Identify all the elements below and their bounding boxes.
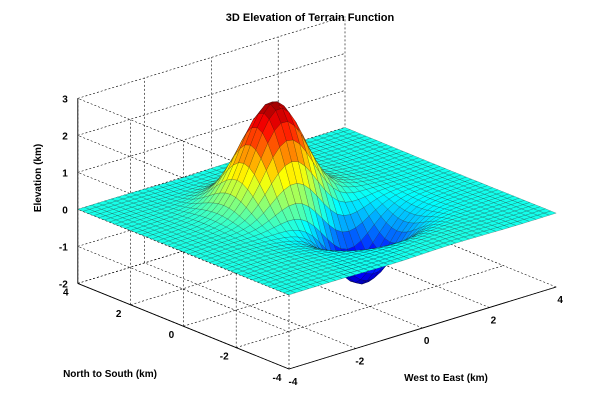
y-tick-label: 4 — [63, 287, 69, 298]
x-axis-line — [288, 286, 557, 370]
surface-patch — [543, 210, 557, 216]
z-tick-label: 3 — [62, 94, 68, 105]
back-wall-grid-line — [77, 90, 346, 173]
chart-title: 3D Elevation of Terrain Function — [226, 12, 395, 24]
y-axis-line — [77, 282, 290, 370]
x-tick-label: -2 — [355, 357, 364, 368]
x-tick-label: 4 — [557, 295, 563, 306]
z-tick-label: -2 — [59, 279, 68, 290]
back-wall-grid-line — [77, 16, 346, 99]
x-tick-label: 2 — [491, 316, 497, 327]
y-axis-title: North to South (km) — [63, 369, 157, 380]
z-tick-label: 2 — [62, 131, 68, 142]
z-tick-label: -1 — [59, 242, 68, 253]
left-wall-grid-line — [77, 246, 290, 333]
z-tick-label: 0 — [62, 205, 68, 216]
y-tick-label: 2 — [116, 309, 122, 320]
y-tick-label: -2 — [220, 352, 229, 363]
x-axis-title: West to East (km) — [404, 373, 488, 384]
terrain-surface — [77, 101, 557, 296]
x-tick-label: 0 — [424, 336, 430, 347]
z-axis-title: Elevation (km) — [33, 144, 44, 212]
y-tick-label: -4 — [273, 373, 282, 384]
x-tick-label: -4 — [289, 377, 298, 388]
floor-grid-line — [236, 265, 504, 348]
y-tick-label: 0 — [169, 330, 175, 341]
z-tick-label: 1 — [62, 168, 68, 179]
back-wall-grid-line — [77, 53, 346, 136]
axis-lines — [77, 98, 557, 370]
